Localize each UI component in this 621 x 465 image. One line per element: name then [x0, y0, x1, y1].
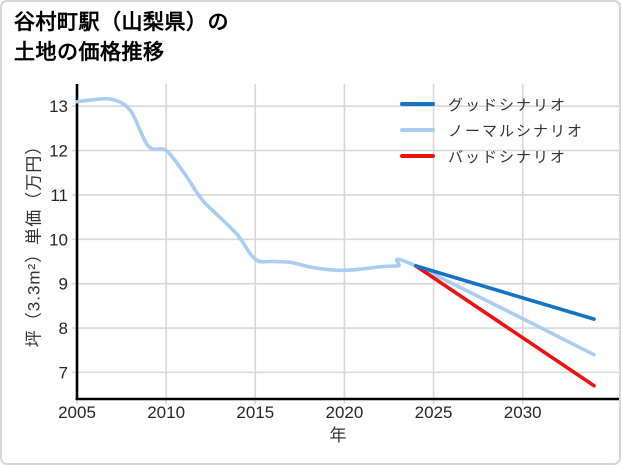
y-tick-label: 8: [59, 319, 68, 338]
y-axis-label: 坪（3.3m²）単価（万円）: [24, 136, 44, 348]
legend-swatch-bad-scenario: [400, 154, 435, 158]
y-tick-label: 7: [59, 363, 68, 382]
y-tick-label: 13: [49, 97, 68, 116]
legend-label-good-scenario: グッドシナリオ: [448, 96, 568, 114]
chart-title: 谷村町駅（山梨県）の 土地の価格推移: [14, 8, 229, 68]
legend-item-bad-scenario: バッドシナリオ: [400, 143, 584, 169]
y-tick-label: 11: [50, 186, 68, 205]
x-tick-label: 2010: [147, 403, 185, 422]
series-line-bad-scenario: [413, 264, 596, 388]
legend-item-normal-scenario: ノーマルシナリオ: [400, 117, 584, 143]
x-tick-label: 2030: [504, 403, 542, 422]
legend-swatch-good-scenario: [400, 102, 435, 106]
chart-title-line1: 谷村町駅（山梨県）の: [14, 11, 229, 34]
legend: グッドシナリオ ノーマルシナリオ バッドシナリオ: [400, 91, 584, 169]
chart-title-line2: 土地の価格推移: [14, 41, 165, 64]
series-line-normal-scenario: [75, 96, 596, 357]
y-tick-label: 12: [49, 142, 68, 161]
x-tick-label: 2025: [415, 403, 453, 422]
x-tick-label: 2015: [236, 403, 274, 422]
series-line-good-scenario: [413, 264, 596, 321]
legend-label-normal-scenario: ノーマルシナリオ: [448, 122, 585, 140]
y-tick-label: 9: [59, 275, 68, 294]
x-tick-label: 2020: [326, 403, 364, 422]
legend-swatch-normal-scenario: [400, 128, 435, 132]
legend-label-bad-scenario: バッドシナリオ: [448, 148, 568, 166]
x-axis-label: 年: [329, 426, 347, 445]
legend-item-good-scenario: グッドシナリオ: [400, 91, 584, 117]
y-tick-label: 10: [49, 230, 68, 249]
x-tick-label: 2005: [58, 403, 96, 422]
